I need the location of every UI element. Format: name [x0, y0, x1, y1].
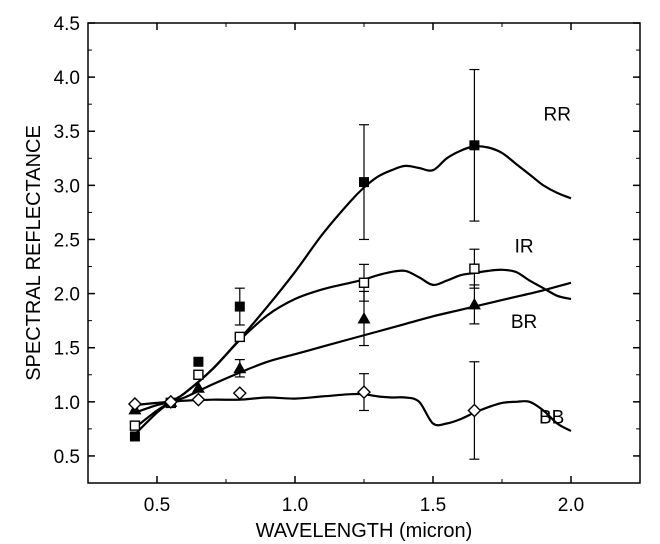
data-point-bb: [163, 394, 178, 409]
data-point-bb: [467, 403, 482, 418]
data-point-bb: [191, 392, 206, 407]
data-point-rr: [234, 301, 245, 312]
axis-ticks: 0.5 1.0 1.5 2.0 0.5 1.0 1.5 2.0 2.5 3.0 3.5 4.0 4.5: [54, 14, 641, 516]
y-tick-label: 2.0: [54, 285, 80, 306]
data-point-bb: [357, 385, 371, 400]
data-point-rr: [193, 356, 204, 367]
x-tick-label: 1.0: [282, 495, 308, 516]
data-point-ir: [129, 420, 141, 431]
data-markers: [127, 140, 482, 442]
data-point-br: [191, 381, 205, 393]
y-tick-label: 4.5: [54, 14, 80, 35]
y-tick-label: 1.0: [54, 393, 80, 414]
data-point-rr: [129, 431, 140, 442]
series-line-ir: [134, 268, 572, 429]
y-tick-label: 0.5: [54, 447, 80, 468]
series-curves: [134, 145, 572, 436]
data-point-ir: [193, 369, 204, 380]
data-point-br: [467, 297, 481, 310]
x-tick-label: 2.0: [558, 495, 584, 516]
series-label-ir: IR: [515, 236, 534, 257]
series-label-bb: BB: [539, 407, 564, 428]
series-line-br: [134, 281, 572, 414]
series-line-bb: [134, 392, 572, 432]
data-point-bb: [232, 386, 247, 401]
series-labels: RR IR BR BB: [511, 104, 571, 428]
data-point-rr: [469, 140, 480, 151]
x-axis-title: WAVELENGTH (micron): [256, 520, 473, 542]
data-point-br: [233, 361, 247, 374]
data-point-ir: [234, 331, 246, 343]
data-point-bb: [127, 396, 142, 411]
y-tick-label: 2.5: [54, 230, 80, 251]
data-point-rr: [359, 177, 369, 188]
x-tick-label: 1.5: [420, 495, 446, 516]
y-axis-title: SPECTRAL REFLECTANCE: [23, 125, 45, 381]
data-point-br: [357, 311, 371, 324]
data-point-ir: [469, 263, 480, 274]
y-tick-label: 3.0: [54, 176, 80, 197]
y-tick-label: 3.5: [54, 122, 80, 143]
series-label-br: BR: [511, 312, 537, 333]
y-tick-label: 4.0: [54, 68, 80, 89]
x-tick-label: 0.5: [144, 495, 170, 516]
series-label-rr: RR: [543, 104, 570, 125]
error-bars: [234, 68, 480, 460]
y-tick-label: 1.5: [54, 339, 80, 360]
data-point-ir: [358, 277, 370, 288]
